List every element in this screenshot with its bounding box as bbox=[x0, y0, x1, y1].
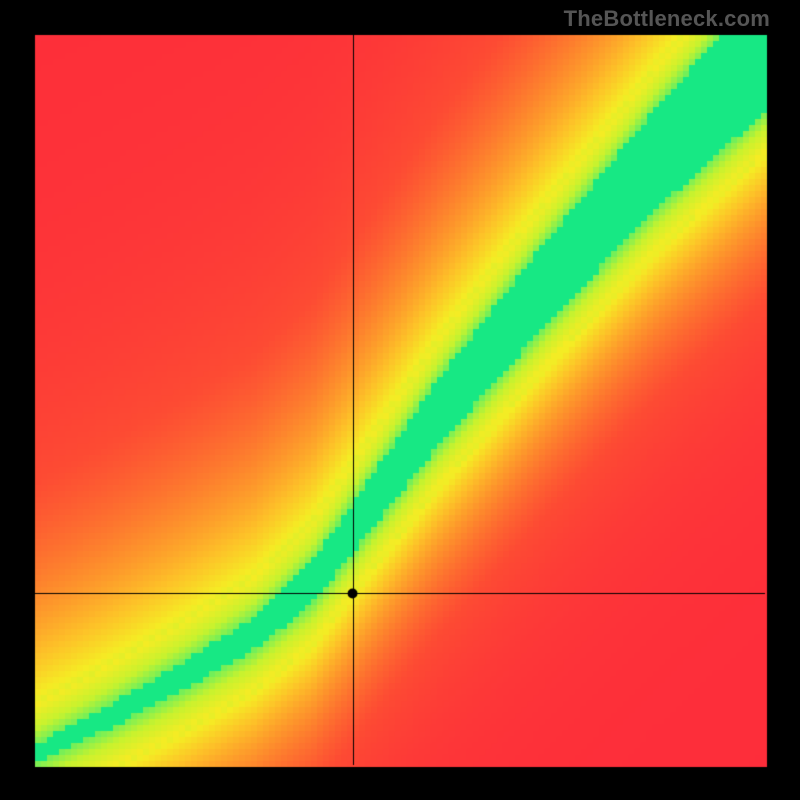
watermark-label: TheBottleneck.com bbox=[564, 6, 770, 32]
chart-container: TheBottleneck.com bbox=[0, 0, 800, 800]
watermark-text: TheBottleneck.com bbox=[564, 6, 770, 31]
bottleneck-heatmap bbox=[0, 0, 800, 800]
